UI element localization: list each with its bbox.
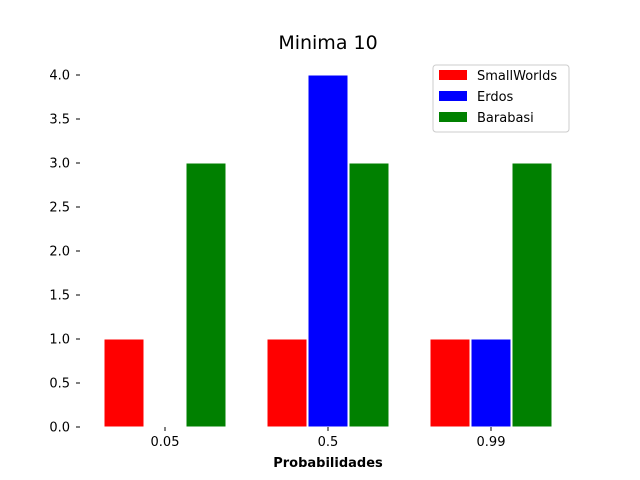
x-tick-label: 0.99 [477,435,506,450]
bars [103,74,553,428]
bar-barabasi-2 [511,162,553,428]
x-axis-label: Probabilidades [273,456,383,471]
x-tick-label: 0.05 [151,435,180,450]
bar-barabasi-1 [348,162,390,428]
bar-smallworlds-1 [266,338,308,428]
y-tick-label: 1.0 [49,333,70,348]
y-tick-label: 0.5 [49,377,70,392]
y-axis: 0.0 0.5 1.0 1.5 2.0 2.5 3.0 3.5 4.0 [49,69,80,436]
legend: SmallWorlds Erdos Barabasi [432,64,570,133]
bar-smallworlds-2 [429,338,471,428]
x-tick-label: 0.5 [318,435,339,450]
y-tick-label: 2.0 [49,245,70,260]
legend-swatch-erdos [439,91,467,101]
bar-erdos-1 [307,74,349,428]
y-tick-label: 2.5 [49,201,70,216]
bar-erdos-2 [470,338,512,428]
legend-label-barabasi: Barabasi [477,111,534,126]
y-tick-label: 0.0 [49,421,70,436]
y-tick-label: 1.5 [49,289,70,304]
legend-swatch-smallworlds [439,70,467,80]
y-tick-label: 4.0 [49,69,70,84]
bar-smallworlds-0 [103,338,145,428]
y-tick-label: 3.0 [49,157,70,172]
legend-swatch-barabasi [439,112,467,122]
y-tick-label: 3.5 [49,113,70,128]
legend-label-erdos: Erdos [477,90,514,105]
x-axis: 0.05 0.5 0.99 [151,427,506,450]
legend-label-smallworlds: SmallWorlds [477,69,557,84]
bar-barabasi-0 [185,162,227,428]
chart-title: Minima 10 [278,32,377,54]
